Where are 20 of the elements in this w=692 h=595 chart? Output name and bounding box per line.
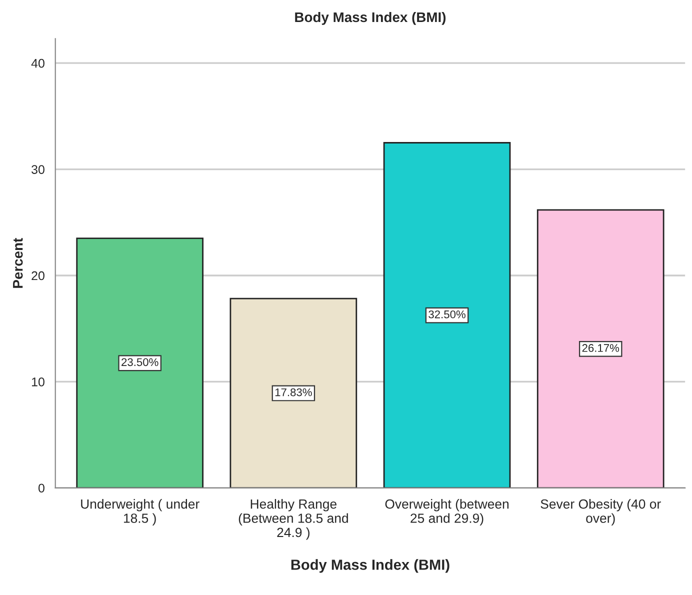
x-tick-label: Sever Obesity (40 or over) — [540, 499, 661, 526]
data-label: 26.17% — [582, 344, 620, 352]
y-tick-label: 20 — [32, 271, 44, 280]
y-tick-label: 40 — [31, 58, 44, 68]
x-tick-label: Healthy Range (Between 18.5 and 24.9 ) — [238, 499, 348, 540]
data-label: 23.50% — [122, 358, 158, 366]
y-axis-title: Percent — [13, 238, 23, 288]
bar — [230, 298, 358, 488]
x-tick-label: Underweight ( under 18.5 ) — [81, 499, 200, 526]
y-tick-label: 30 — [32, 165, 44, 174]
bar — [383, 142, 511, 488]
x-tick-label: Overweight (between 25 and 29.9) — [385, 499, 508, 526]
bar — [76, 238, 204, 488]
data-label: 17.83% — [275, 388, 312, 396]
x-axis-title: Body Mass Index (BMI) — [291, 559, 450, 573]
data-label: 32.50% — [428, 310, 466, 318]
bar — [536, 209, 664, 488]
y-tick-label: 10 — [32, 378, 44, 386]
y-tick-label: 0 — [38, 484, 44, 493]
chart-title: Body Mass Index (BMI) — [295, 12, 446, 25]
